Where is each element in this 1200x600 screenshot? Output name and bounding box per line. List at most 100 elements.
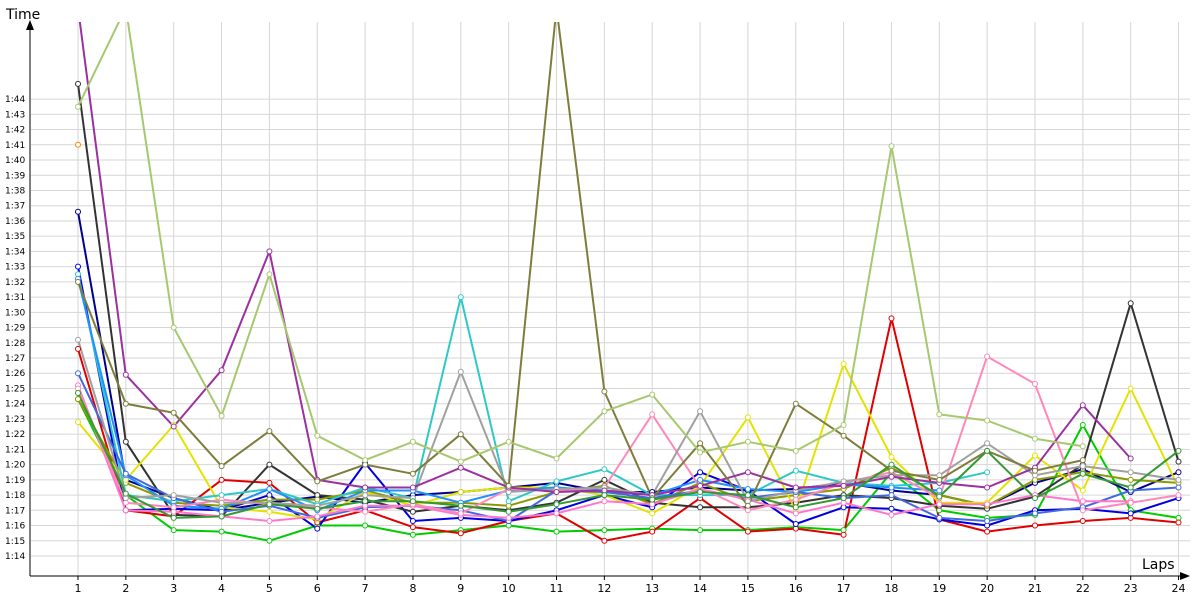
y-tick-label: 1:24 — [5, 400, 25, 410]
data-point — [409, 531, 416, 538]
series-line — [77, 211, 1179, 512]
y-tick-label: 1:25 — [5, 384, 25, 394]
data-point — [697, 408, 704, 415]
x-tick-label: 20 — [980, 582, 994, 595]
data-point — [1127, 484, 1134, 491]
y-tick-label: 1:23 — [5, 415, 25, 425]
data-point — [362, 492, 369, 499]
data-point — [266, 501, 273, 508]
x-tick-label: 10 — [502, 582, 516, 595]
x-tick-label: 7 — [362, 582, 369, 595]
data-point — [888, 484, 895, 491]
data-point — [1127, 469, 1134, 476]
data-point — [601, 408, 608, 415]
x-tick-label: 17 — [837, 582, 851, 595]
data-point — [936, 487, 943, 494]
series-line — [77, 339, 1179, 507]
series-line — [77, 392, 1180, 519]
data-point — [888, 505, 895, 512]
data-point — [505, 482, 512, 489]
data-point — [792, 447, 799, 454]
y-tick-label: 1:16 — [5, 522, 25, 532]
data-point — [697, 440, 704, 447]
data-point — [266, 248, 273, 255]
data-point — [744, 528, 751, 535]
data-point — [1032, 435, 1038, 442]
x-tick-label: 3 — [170, 582, 177, 595]
data-point — [649, 391, 656, 398]
data-point — [409, 484, 416, 491]
data-point — [1079, 470, 1086, 477]
x-tick-label: 23 — [1124, 582, 1138, 595]
data-point — [266, 537, 273, 544]
x-axis-title: Laps — [1142, 557, 1175, 573]
y-tick-label: 1:14 — [5, 552, 25, 562]
data-point — [122, 371, 129, 378]
x-tick-label: 12 — [597, 582, 611, 595]
data-point — [75, 396, 81, 403]
data-point — [1079, 463, 1086, 470]
data-point — [984, 440, 991, 447]
y-tick-label: 1:20 — [5, 461, 25, 471]
y-tick-label: 1:17 — [5, 506, 25, 516]
data-point — [75, 336, 81, 343]
data-point — [697, 476, 704, 483]
data-point — [840, 361, 847, 368]
data-point — [888, 454, 895, 460]
data-point — [744, 486, 751, 492]
data-point — [1175, 492, 1182, 499]
x-axis-arrow — [1180, 572, 1190, 580]
data-point — [170, 504, 177, 511]
data-point — [457, 464, 464, 471]
x-tick-label: 22 — [1076, 582, 1090, 595]
series-line — [77, 266, 1179, 530]
data-point — [75, 390, 81, 396]
data-point — [266, 461, 273, 468]
data-point — [314, 432, 321, 439]
data-point — [792, 400, 799, 407]
data-point — [266, 518, 273, 524]
data-point — [218, 367, 225, 374]
y-tick-label: 1:38 — [5, 186, 25, 196]
series-line — [77, 355, 1179, 515]
data-point — [505, 508, 512, 515]
data-point — [984, 447, 991, 454]
data-point — [409, 498, 416, 505]
data-point — [1175, 484, 1182, 491]
y-tick-label: 1:34 — [5, 247, 25, 257]
x-tick-label: 14 — [693, 582, 707, 595]
data-point — [218, 476, 225, 483]
data-point — [888, 143, 895, 150]
y-tick-label: 1:21 — [5, 445, 25, 455]
x-tick-label: 15 — [741, 582, 755, 595]
data-point — [792, 467, 799, 474]
data-point — [170, 492, 177, 499]
data-point — [170, 423, 177, 430]
data-point — [409, 470, 416, 477]
data-point — [75, 103, 81, 110]
data-point — [266, 428, 273, 435]
data-point — [936, 411, 943, 418]
data-point — [744, 469, 751, 476]
y-tick-label: 1:39 — [5, 171, 25, 181]
data-point — [218, 528, 225, 535]
data-point — [1175, 469, 1182, 476]
x-tick-label: 4 — [218, 582, 225, 595]
series-layer — [77, 22, 1180, 542]
data-point — [218, 463, 225, 470]
x-tick-label: 6 — [314, 582, 321, 595]
y-tick-label: 1:36 — [5, 217, 25, 227]
data-point — [1127, 499, 1134, 506]
data-point — [314, 513, 321, 520]
data-point — [1032, 510, 1038, 517]
data-point — [553, 528, 560, 535]
x-tick-label: 24 — [1172, 582, 1186, 595]
points-layer — [75, 80, 1182, 544]
data-point — [1032, 452, 1038, 459]
data-point — [792, 504, 799, 511]
data-point — [984, 484, 991, 491]
x-tick-label: 5 — [266, 582, 273, 595]
data-point — [697, 527, 704, 534]
data-point — [984, 518, 991, 524]
data-point — [1175, 476, 1182, 483]
